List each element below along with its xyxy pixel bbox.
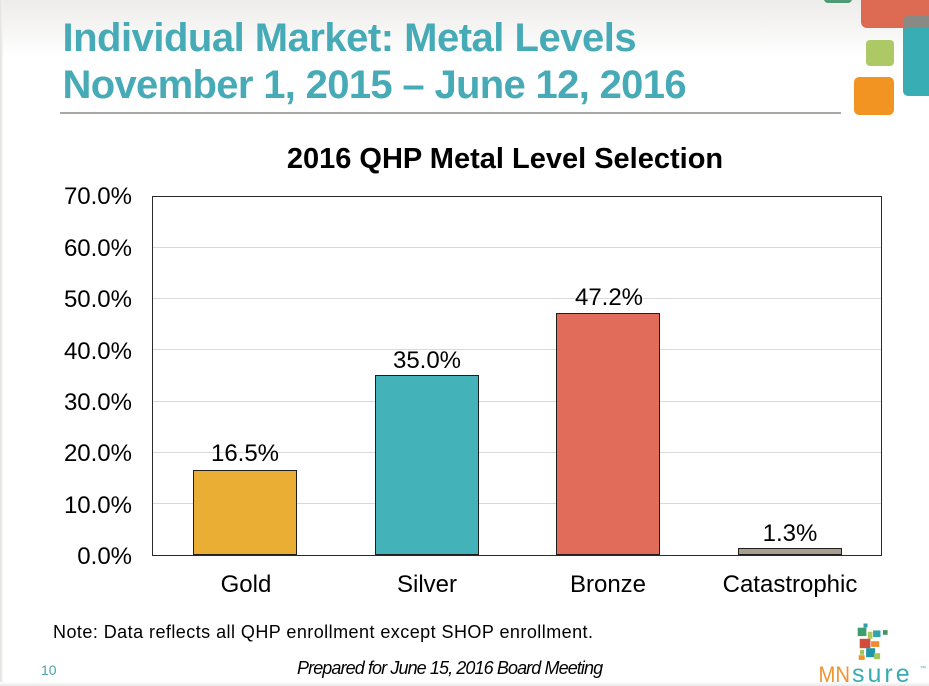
svg-text:MN: MN [819,662,851,686]
svg-text:sure: sure [852,660,913,686]
svg-text:™: ™ [920,665,926,672]
